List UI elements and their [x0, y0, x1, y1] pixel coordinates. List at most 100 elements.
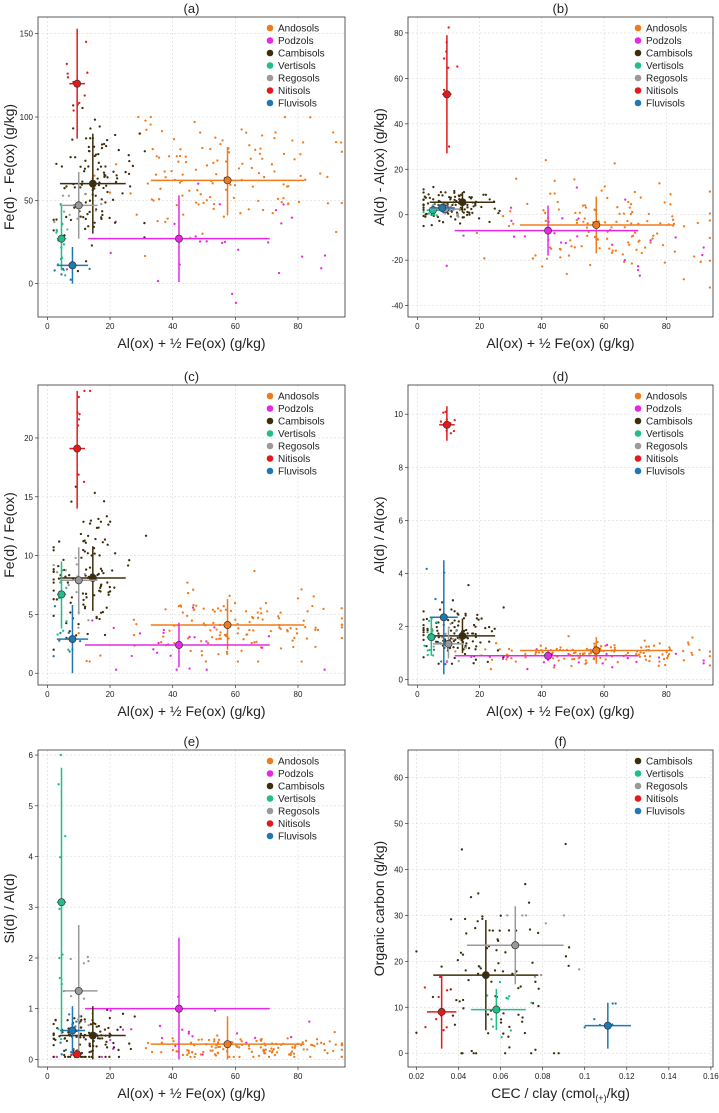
point-cambisols [422, 214, 425, 218]
point-cambisols [432, 185, 435, 189]
point-andosols [708, 650, 712, 653]
point-andosols [283, 115, 287, 119]
point-podzols [553, 232, 556, 235]
point-cambisols [441, 194, 444, 197]
point-nitisols [452, 429, 456, 433]
point-andosols [563, 657, 566, 660]
point-regosols [544, 922, 547, 925]
point-andosols [334, 230, 338, 234]
point-nitisols [439, 420, 443, 423]
x-tick-label: 60 [231, 322, 240, 331]
point-andosols [209, 147, 212, 151]
point-cambisols [96, 573, 99, 577]
point-podzols [237, 248, 240, 251]
legend-label-nitisols: Nitisols [278, 86, 310, 97]
point-podzols [702, 659, 705, 662]
point-podzols [280, 222, 283, 225]
point-cambisols [97, 183, 101, 187]
legend-label-fluvisols: Fluvisols [278, 832, 317, 843]
point-podzols [188, 667, 191, 670]
mean-marker-nitisols [442, 90, 451, 99]
point-andosols [671, 218, 675, 221]
panel-f: 0.02 0.04 0.06 0.08 0.1 0.12 0.14 0.16 0 10 20 30 40… [371, 734, 719, 1103]
point-andosols [629, 203, 633, 206]
point-andosols [663, 201, 666, 204]
point-nitisols [83, 389, 86, 393]
means [56, 28, 305, 284]
point-cambisols [517, 986, 520, 990]
point-cambisols [90, 244, 94, 247]
mean-marker-nitisols [73, 444, 82, 453]
point-cambisols [446, 212, 450, 215]
point-cambisols [484, 626, 487, 630]
point-andosols [339, 141, 343, 144]
point-vertisols [426, 649, 429, 652]
point-andosols [512, 222, 515, 225]
point-cambisols [477, 618, 480, 621]
point-andosols [534, 652, 537, 656]
point-andosols [302, 619, 305, 622]
point-cambisols [88, 566, 92, 569]
point-cambisols [93, 118, 97, 121]
point-cambisols [467, 978, 470, 982]
point-cambisols [67, 1055, 70, 1059]
point-cambisols [94, 194, 97, 197]
point-podzols [109, 251, 112, 255]
point-cambisols [87, 1055, 91, 1059]
point-cambisols [127, 154, 130, 157]
point-andosols [326, 202, 330, 205]
point-andosols [181, 611, 185, 614]
point-podzols [187, 1030, 191, 1033]
point-cambisols [98, 617, 101, 621]
point-cambisols [504, 951, 507, 954]
point-vertisols [56, 633, 59, 636]
panel-b: 0 20 40 60 80 -40 -20 0 20 40 60 80 (b) Al(ox) + ½ Fe… [371, 1, 714, 351]
point-cambisols [72, 104, 75, 107]
point-andosols [252, 1055, 255, 1059]
point-podzols [213, 1009, 217, 1012]
point-cambisols [102, 186, 105, 190]
point-cambisols [55, 218, 58, 221]
point-cambisols [477, 892, 480, 895]
legend-label-cambisols: Cambisols [646, 757, 693, 768]
point-cambisols [79, 1032, 83, 1035]
point-andosols [292, 645, 295, 649]
point-andosols [635, 248, 638, 251]
point-andosols [164, 608, 167, 611]
point-andosols [215, 628, 218, 631]
point-cambisols [95, 615, 98, 619]
point-cambisols [499, 1021, 503, 1024]
point-fluvisols [69, 1051, 73, 1054]
mean-marker-cambisols [481, 971, 490, 980]
point-andosols [340, 636, 344, 640]
point-cambisols [455, 998, 458, 1002]
point-cambisols [108, 1016, 111, 1020]
point-cambisols [121, 1012, 125, 1015]
point-cambisols [82, 603, 85, 606]
point-regosols [69, 995, 73, 998]
point-cambisols [567, 964, 570, 968]
point-cambisols [422, 224, 425, 228]
point-cambisols [501, 970, 505, 973]
point-andosols [630, 222, 633, 225]
point-cambisols [97, 526, 100, 529]
point-andosols [608, 247, 611, 250]
point-podzols [162, 628, 165, 632]
point-andosols [248, 620, 251, 624]
point-andosols [588, 652, 591, 655]
point-cambisols [83, 167, 87, 170]
point-podzols [320, 267, 323, 270]
point-cambisols [70, 500, 73, 503]
point-cambisols [69, 601, 72, 604]
x-axis-label: Al(ox) + ½ Fe(ox) (g/kg) [486, 335, 634, 351]
point-cambisols [458, 222, 462, 225]
point-cambisols [422, 198, 425, 201]
point-cambisols [104, 144, 108, 148]
point-fluvisols [425, 567, 428, 571]
y-tick-label: 0 [399, 211, 404, 220]
point-cambisols [531, 961, 534, 964]
point-podzols [205, 668, 208, 671]
point-fluvisols [59, 1041, 62, 1044]
point-podzols [523, 235, 526, 238]
point-andosols [212, 161, 215, 164]
